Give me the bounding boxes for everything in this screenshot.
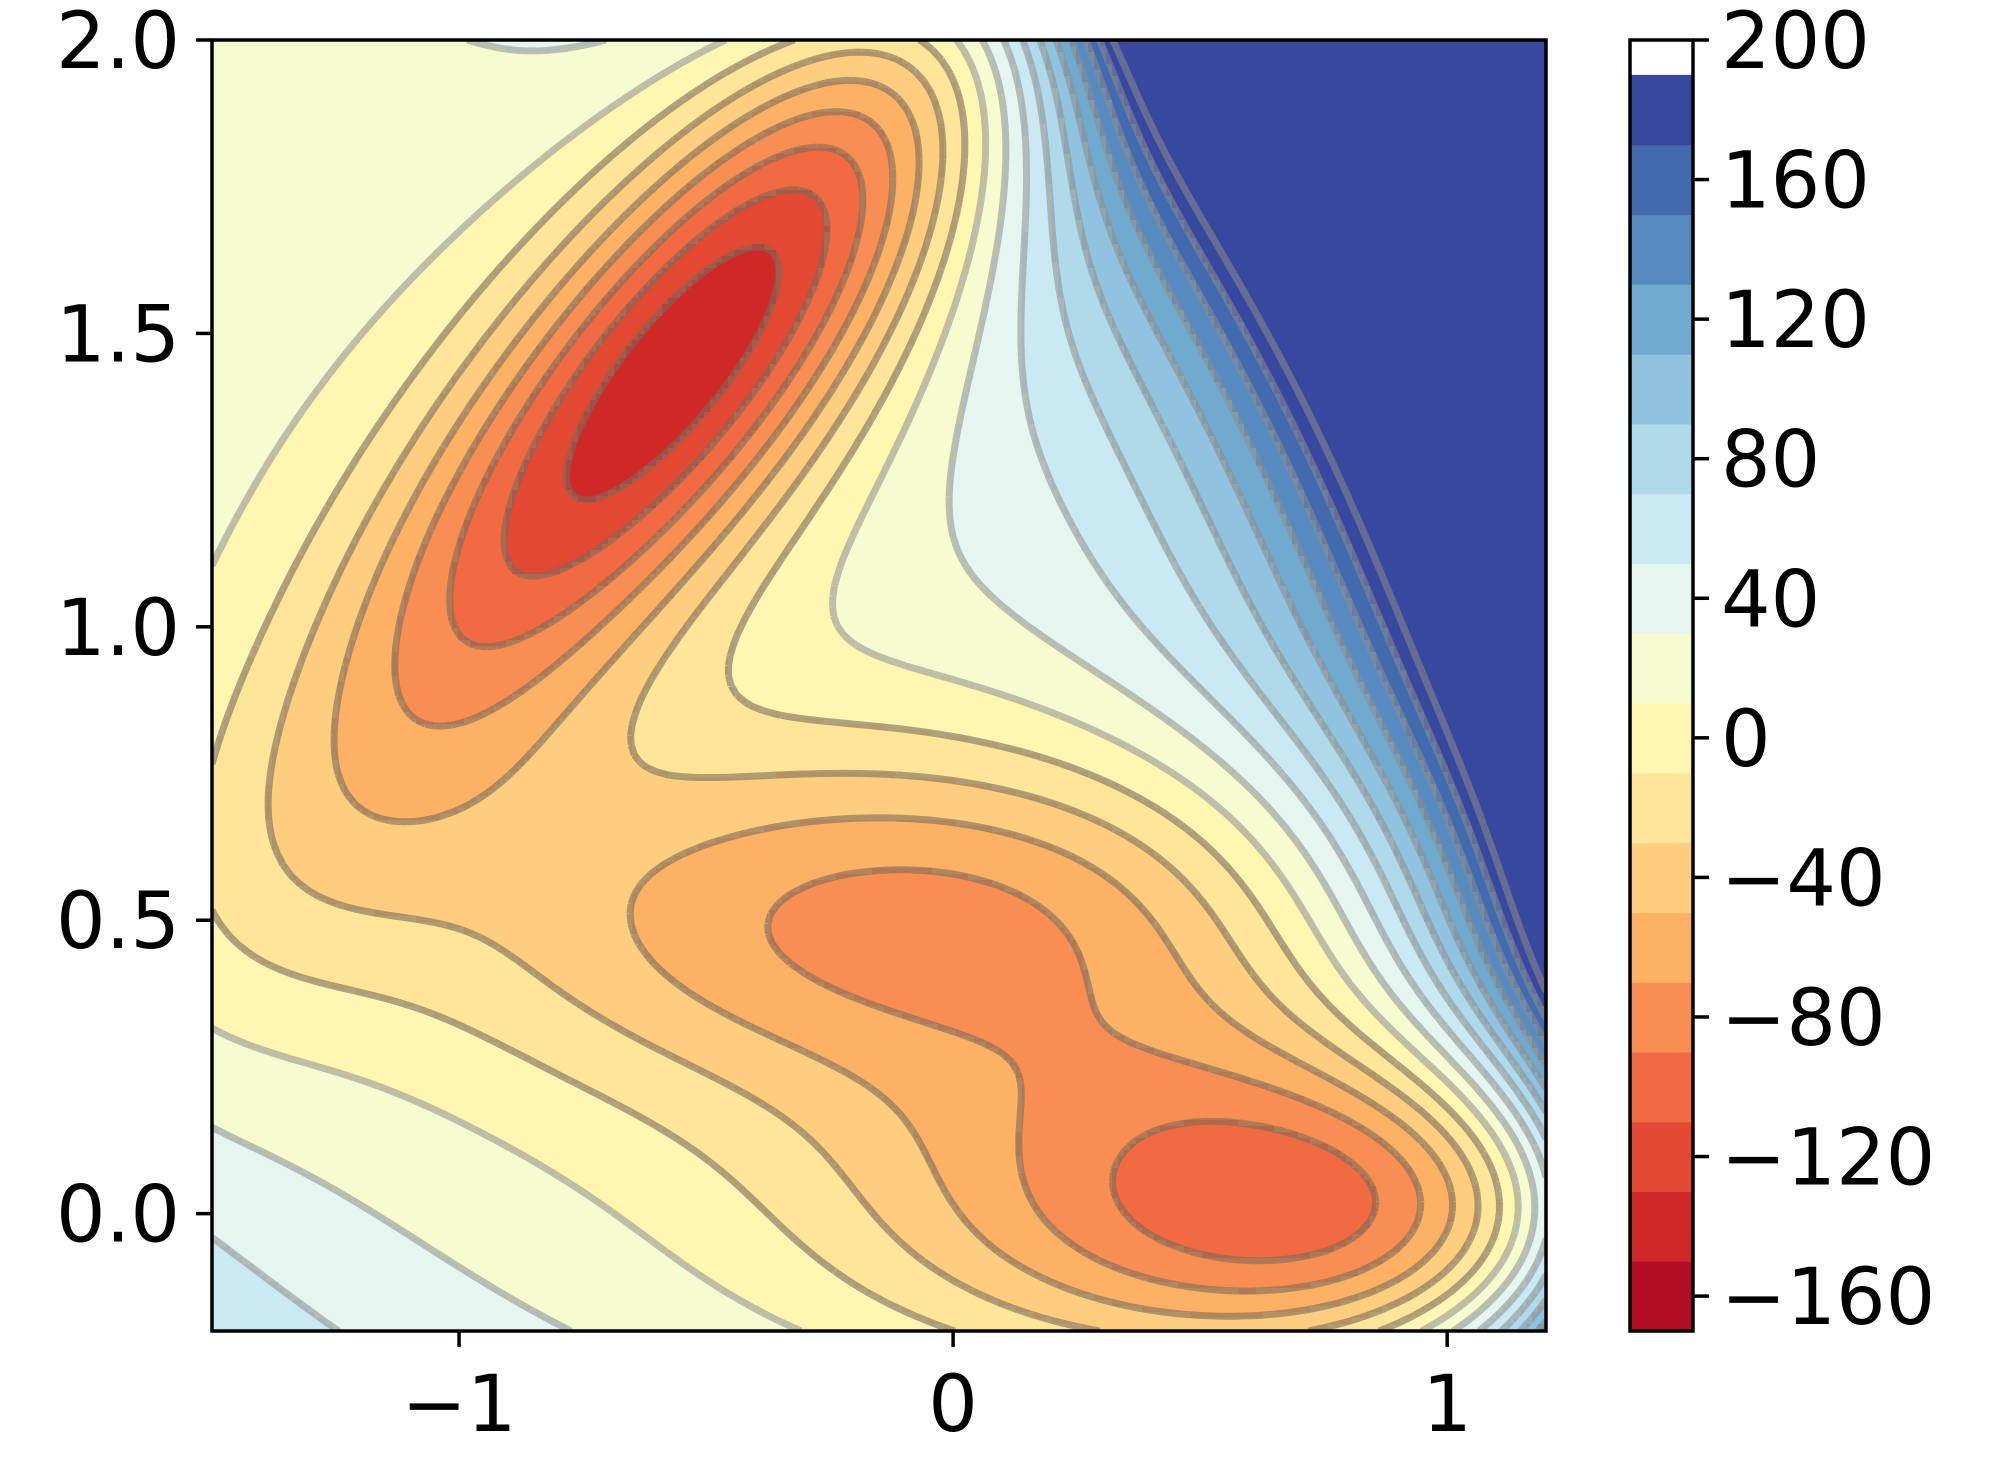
y-axis: 0.0 0.5 1.0 1.5 2.0	[56, 0, 212, 1261]
colorbar-tick-label: 40	[1721, 555, 1820, 645]
y-tick-label: 0.0	[56, 1171, 180, 1261]
contour-level-150	[1082, 40, 1546, 1045]
x-tick-label: 1	[1422, 1360, 1472, 1450]
colorbar-frame	[1628, 38, 1695, 1333]
contour-level-10	[212, 40, 1522, 1331]
plot-frame	[210, 38, 1548, 1333]
x-tick-label: −1	[402, 1360, 517, 1450]
contour-level--90	[446, 143, 1380, 1265]
colorbar-band	[1630, 1191, 1693, 1262]
colorbar-band	[1630, 842, 1693, 913]
colorbar-band	[1630, 1261, 1693, 1332]
contour-level--110	[500, 186, 831, 580]
colorbar-band	[1630, 284, 1693, 355]
colorbar-tick-label: 80	[1721, 416, 1820, 506]
y-tick-label: 0.5	[56, 877, 180, 967]
contour-level-30	[212, 40, 1539, 1331]
colorbar-band	[1630, 1121, 1693, 1193]
contour-level-90	[1036, 40, 1546, 1331]
y-tick-label: 2.0	[56, 0, 180, 87]
colorbar: 200 160 120 80 40 0 −40 −80 −120 −160	[1628, 0, 1935, 1343]
contour-level--130	[562, 243, 783, 504]
contour-level-110	[1052, 40, 1546, 1331]
contour-level-190	[1109, 40, 1546, 993]
colorbar-tick-label: 160	[1721, 137, 1870, 227]
colorbar-tick-label: 200	[1721, 0, 1870, 87]
colorbar-band	[1630, 423, 1693, 495]
x-axis: −1 0 1	[402, 1331, 1472, 1450]
colorbar-band	[1630, 772, 1693, 844]
x-tick-label: 0	[928, 1360, 978, 1450]
colorbar-band	[1630, 214, 1693, 285]
colorbar-band	[1630, 354, 1693, 425]
colorbar-band	[1630, 912, 1693, 983]
contour-level-50	[212, 40, 1546, 1331]
y-tick-label: 1.5	[56, 290, 180, 380]
colorbar-tick-label: −120	[1721, 1114, 1935, 1204]
colorbar-band	[1630, 563, 1693, 634]
contour-level--30	[264, 48, 1482, 1331]
colorbar-tick-label: −80	[1721, 974, 1886, 1064]
colorbar-tick-label: 120	[1721, 276, 1870, 366]
colorbar-band	[1630, 493, 1693, 564]
colorbar-band	[1630, 633, 1693, 704]
colorbar-tick-label: −160	[1721, 1253, 1935, 1343]
contour-level--70	[391, 108, 1425, 1295]
contour-level--50	[330, 76, 1457, 1320]
y-tick-label: 1.0	[56, 584, 180, 674]
colorbar-band	[1630, 74, 1693, 146]
colorbar-band	[1630, 982, 1693, 1053]
colorbar-tick-label: −40	[1721, 834, 1886, 924]
colorbar-band	[1630, 1051, 1693, 1123]
colorbar-band	[1630, 702, 1693, 774]
colorbar-band	[1630, 144, 1693, 216]
contour-level--10	[212, 40, 1503, 1331]
colorbar-tick-label: 0	[1721, 695, 1771, 785]
